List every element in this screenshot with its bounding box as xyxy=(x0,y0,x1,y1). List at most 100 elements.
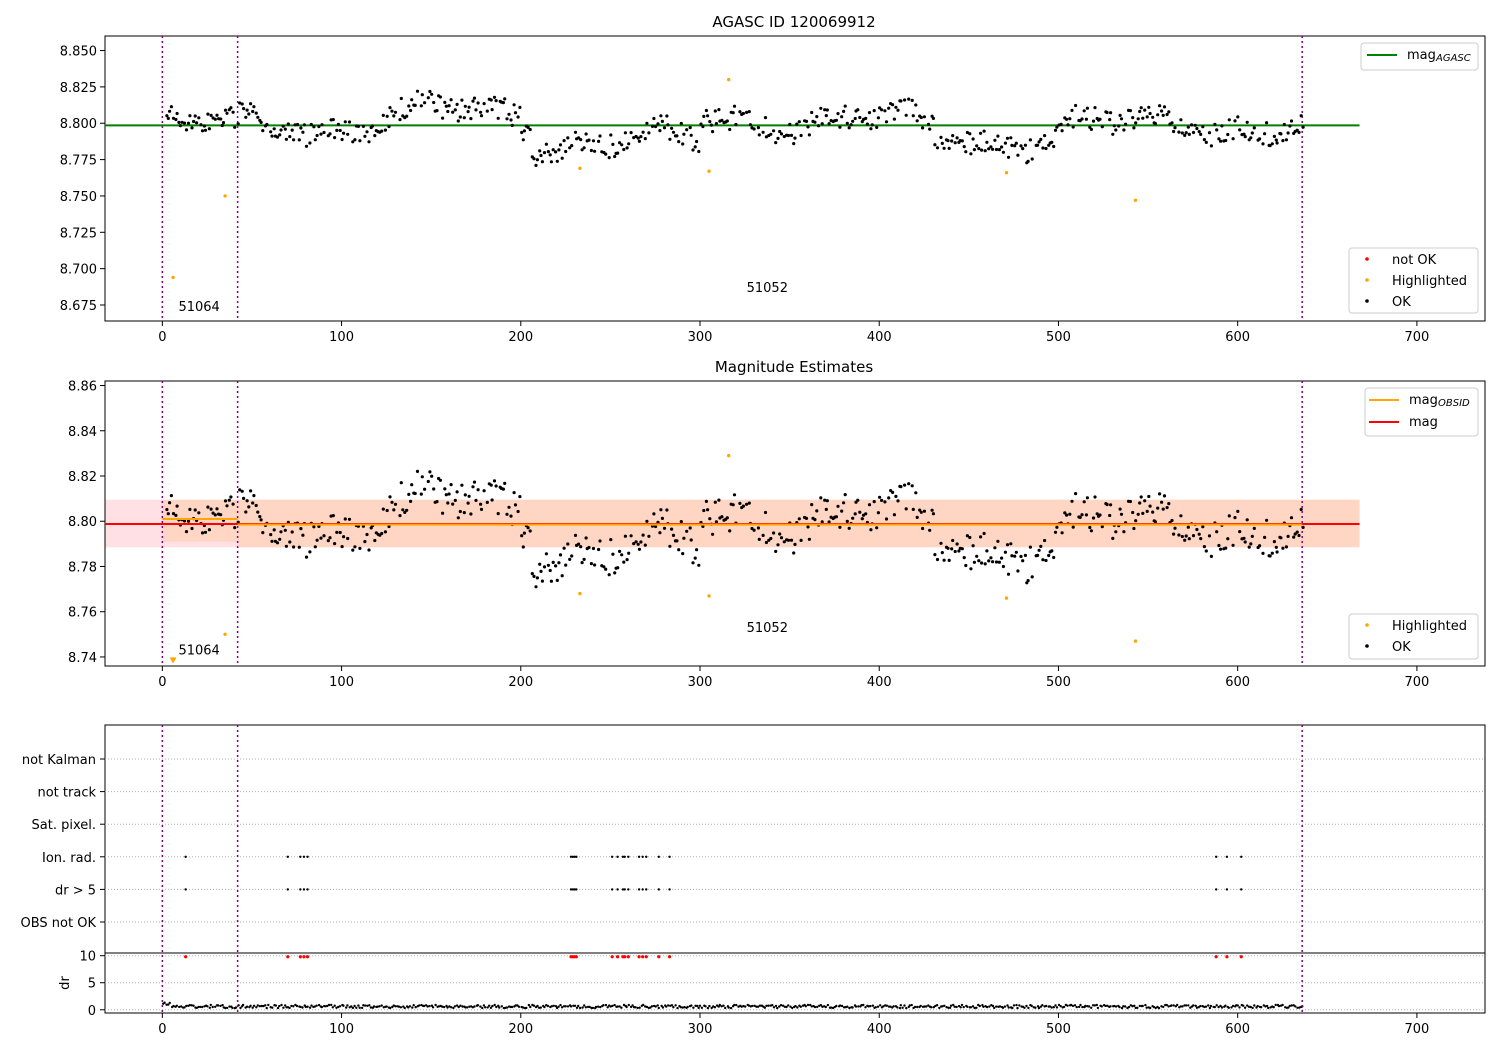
ok-point xyxy=(660,119,665,123)
ok-point xyxy=(476,488,480,492)
ok-point xyxy=(589,148,594,153)
ok-point xyxy=(1050,549,1054,553)
ok-point xyxy=(1207,131,1212,135)
dr-point xyxy=(694,1004,697,1007)
dr-point xyxy=(317,1003,321,1007)
dr-point xyxy=(1087,1005,1091,1008)
ok-point xyxy=(211,511,215,515)
dr-point xyxy=(1104,1004,1107,1008)
ok-point xyxy=(247,112,251,116)
flag-point xyxy=(623,855,626,858)
ok-point xyxy=(741,111,746,116)
ok-point xyxy=(528,529,532,533)
ok-point xyxy=(356,124,360,128)
dr-point xyxy=(584,1006,588,1009)
dr-point xyxy=(919,1004,922,1008)
ok-point xyxy=(557,561,561,565)
dr-point xyxy=(426,1005,429,1008)
dr-point xyxy=(988,1005,991,1008)
dr-point xyxy=(1062,1005,1066,1009)
ok-point xyxy=(471,99,475,103)
ok-point xyxy=(472,480,477,484)
ok-point xyxy=(317,125,321,129)
ok-point xyxy=(965,534,970,538)
ok-point xyxy=(387,524,391,529)
ok-point xyxy=(555,578,559,583)
ok-point xyxy=(825,499,829,503)
dr-point xyxy=(642,1003,645,1007)
dr-point xyxy=(1230,1006,1233,1009)
ok-point xyxy=(1016,569,1020,573)
ok-point xyxy=(223,499,228,503)
dr-point xyxy=(869,1004,872,1008)
ok-point xyxy=(926,122,931,126)
dr-point xyxy=(708,1004,711,1008)
ok-point xyxy=(206,505,210,509)
ok-point xyxy=(335,128,339,132)
ok-point xyxy=(292,545,296,549)
ok-point xyxy=(975,554,979,558)
ok-point xyxy=(876,511,881,515)
ok-point xyxy=(824,507,828,511)
ok-point xyxy=(778,129,782,134)
flag-point xyxy=(668,855,671,858)
dr-point xyxy=(686,1005,689,1009)
dr-point xyxy=(896,1006,899,1009)
ok-point xyxy=(880,108,884,112)
ok-point xyxy=(438,95,442,99)
ok-point xyxy=(1006,155,1011,159)
ok-point xyxy=(807,133,812,137)
ok-point xyxy=(872,500,876,504)
x-tick-label: 500 xyxy=(1046,1022,1071,1037)
ok-point xyxy=(834,515,839,519)
ok-point xyxy=(793,136,797,140)
ok-point xyxy=(1197,130,1201,134)
dr-high-point xyxy=(657,955,661,959)
dr-point xyxy=(306,1005,309,1008)
dr-point xyxy=(431,1006,435,1009)
dr-point xyxy=(1057,1003,1061,1007)
dr-point xyxy=(681,1006,684,1009)
ok-point xyxy=(1217,543,1221,548)
ok-point xyxy=(1098,117,1102,121)
dr-point xyxy=(206,1005,209,1008)
dr-point xyxy=(1181,1005,1184,1008)
ok-point xyxy=(980,148,984,152)
ok-point xyxy=(1265,518,1269,522)
legend-swatch xyxy=(1365,257,1369,261)
ok-point xyxy=(915,119,919,123)
ok-point xyxy=(1089,529,1093,533)
ok-point xyxy=(338,530,342,535)
ok-point xyxy=(390,500,394,504)
ok-point xyxy=(969,567,973,571)
ok-point xyxy=(892,117,897,121)
dr-point xyxy=(744,1005,747,1008)
x-tick-label: 400 xyxy=(867,330,892,345)
ok-point xyxy=(428,89,432,94)
dr-point xyxy=(1006,1004,1009,1007)
ok-point xyxy=(875,125,879,129)
ok-point xyxy=(763,116,768,120)
dr-point xyxy=(1081,1005,1084,1009)
ok-point xyxy=(933,143,937,147)
ok-point xyxy=(587,138,591,142)
ok-point xyxy=(1187,537,1191,541)
ok-point xyxy=(779,536,784,540)
ok-point xyxy=(297,138,301,142)
ok-point xyxy=(864,116,868,120)
ok-point xyxy=(353,545,357,549)
dr-point xyxy=(408,1005,412,1008)
dr-point xyxy=(660,1004,663,1008)
dr-point xyxy=(1073,1004,1077,1007)
dr-point xyxy=(1141,1004,1144,1008)
dr-point xyxy=(1095,1003,1099,1007)
ok-point xyxy=(505,117,509,121)
ok-point xyxy=(991,560,995,564)
ok-point xyxy=(1197,532,1201,536)
ok-point xyxy=(662,526,667,530)
ok-point xyxy=(516,115,520,119)
ok-point xyxy=(247,505,251,509)
y-tick-label: 8.74 xyxy=(68,651,97,666)
ok-point xyxy=(496,116,500,120)
ok-point xyxy=(1293,532,1297,536)
